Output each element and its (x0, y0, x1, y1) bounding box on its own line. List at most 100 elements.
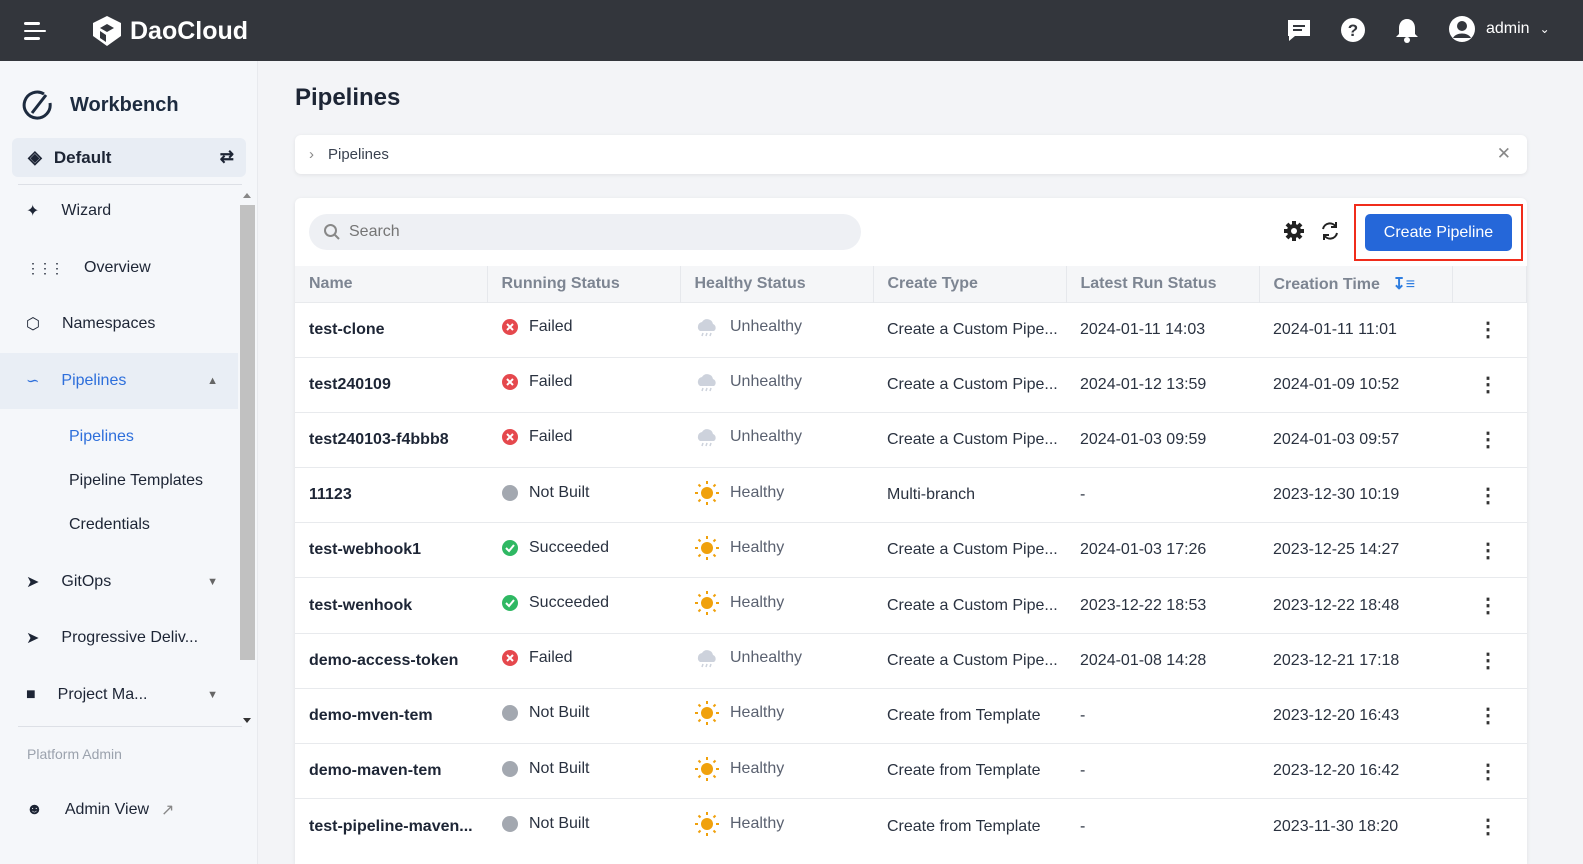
column-running-status[interactable]: Running Status (487, 266, 681, 302)
logo[interactable]: DaoCloud (90, 14, 248, 48)
table-row[interactable]: test-clone Failed Unhealthy Create a Cus… (295, 301, 1527, 358)
succeeded-icon (502, 539, 518, 556)
sidebar-subitem-pipeline-templates[interactable]: Pipeline Templates (69, 472, 204, 489)
column-create-type[interactable]: Create Type (873, 266, 1067, 302)
running-status: Not Built (487, 742, 680, 799)
more-actions-icon[interactable]: ⋮ (1452, 632, 1527, 689)
sidebar-item-admin-view[interactable]: ☻ Admin View ↗ (26, 801, 175, 819)
sidebar-scrollbar[interactable] (239, 189, 256, 727)
creation-time: 2024-01-09 10:52 (1259, 356, 1452, 413)
hamburger-menu-icon[interactable] (24, 22, 46, 45)
running-status: Succeeded (487, 577, 680, 634)
pipeline-name[interactable]: demo-maven-tem (295, 742, 487, 799)
create-type: Create a Custom Pipe... (873, 522, 1066, 578)
healthy-status: Healthy (680, 467, 873, 523)
pipeline-name[interactable]: test-wenhook (295, 577, 487, 634)
column-creation-time[interactable]: Creation Time ↧≡ (1259, 266, 1453, 302)
more-actions-icon[interactable]: ⋮ (1452, 467, 1527, 523)
pipeline-name[interactable]: demo-access-token (295, 632, 487, 689)
create-type: Create from Template (873, 687, 1066, 744)
create-type: Create a Custom Pipe... (873, 411, 1066, 468)
table-row[interactable]: test240103-f4bbb8 Failed Unhealthy Creat… (295, 411, 1527, 468)
sun-icon (695, 480, 719, 505)
creation-time: 2023-12-30 10:19 (1259, 467, 1452, 523)
sidebar-item-overview[interactable]: ⋮⋮⋮ Overview (26, 259, 151, 276)
sidebar-item-pipelines[interactable]: ∽ Pipelines ▲ (0, 353, 238, 409)
table-row[interactable]: test-webhook1 Succeeded Healthy Create a… (295, 522, 1527, 578)
external-link-icon: ↗ (161, 802, 175, 819)
sun-icon (695, 812, 719, 837)
sort-icon[interactable]: ↧≡ (1392, 275, 1416, 293)
pipeline-name[interactable]: demo-mven-tem (295, 687, 487, 744)
pipeline-name[interactable]: test240109 (295, 356, 487, 413)
pipeline-name[interactable]: test240103-f4bbb8 (295, 411, 487, 468)
healthy-status: Healthy (680, 687, 873, 744)
more-actions-icon[interactable]: ⋮ (1452, 356, 1527, 413)
divider (18, 726, 242, 727)
create-pipeline-button[interactable]: Create Pipeline (1365, 214, 1512, 251)
column-name[interactable]: Name (295, 266, 488, 302)
search-box[interactable] (309, 214, 861, 250)
sidebar-item-progressive-delivery[interactable]: ➤ Progressive Deliv... (26, 629, 199, 647)
more-actions-icon[interactable]: ⋮ (1452, 301, 1527, 358)
cube-icon: ⬡ (26, 316, 40, 333)
more-actions-icon[interactable]: ⋮ (1452, 411, 1527, 468)
admin-icon: ☻ (26, 801, 43, 818)
more-actions-icon[interactable]: ⋮ (1452, 577, 1527, 634)
sidebar-subitem-pipelines[interactable]: Pipelines (69, 428, 134, 445)
sidebar-subitem-credentials[interactable]: Credentials (69, 516, 150, 533)
message-icon[interactable] (1285, 16, 1313, 44)
latest-run-status: 2023-12-22 18:53 (1066, 577, 1259, 634)
latest-run-status: 2024-01-12 13:59 (1066, 356, 1259, 413)
create-type: Create a Custom Pipe... (873, 632, 1066, 689)
table-row[interactable]: demo-mven-tem Not Built Healthy Create f… (295, 687, 1527, 744)
sidebar-item-gitops[interactable]: ➤ GitOps ▼ (26, 573, 218, 591)
running-status: Not Built (487, 798, 680, 854)
pipeline-name[interactable]: 11123 (295, 467, 487, 523)
table-row[interactable]: test-pipeline-maven... Not Built Healthy… (295, 798, 1527, 854)
gear-icon[interactable] (1283, 220, 1305, 242)
more-actions-icon[interactable]: ⋮ (1452, 798, 1527, 854)
creation-time: 2023-12-20 16:43 (1259, 687, 1452, 744)
divider (18, 184, 242, 185)
failed-icon (502, 374, 518, 391)
page-title: Pipelines (295, 84, 401, 111)
latest-run-status: 2024-01-08 14:28 (1066, 632, 1259, 689)
workspace-selector[interactable]: ◈ Default ⇄ (12, 138, 246, 177)
table-row[interactable]: demo-maven-tem Not Built Healthy Create … (295, 742, 1527, 799)
pipeline-name[interactable]: test-pipeline-maven... (295, 798, 487, 854)
rain-cloud-icon (697, 319, 716, 337)
more-actions-icon[interactable]: ⋮ (1452, 742, 1527, 799)
sidebar-item-project-management[interactable]: ■ Project Ma... ▼ (26, 686, 218, 703)
table-row[interactable]: test-wenhook Succeeded Healthy Create a … (295, 577, 1527, 634)
switch-icon[interactable]: ⇄ (219, 147, 234, 166)
healthy-status: Healthy (680, 522, 873, 578)
sidebar-item-wizard[interactable]: ✦ Wizard (26, 202, 112, 220)
breadcrumb-item[interactable]: Pipelines (328, 146, 389, 163)
running-status: Failed (487, 301, 680, 358)
column-healthy-status[interactable]: Healthy Status (680, 266, 874, 302)
user-menu[interactable]: admin ⌄ (1448, 15, 1550, 43)
help-icon[interactable]: ? (1339, 16, 1367, 44)
pipeline-name[interactable]: test-clone (295, 301, 487, 358)
highlight-box (1354, 204, 1523, 261)
bell-icon[interactable] (1393, 16, 1421, 44)
rain-cloud-icon (697, 429, 716, 447)
pipeline-name[interactable]: test-webhook1 (295, 522, 487, 578)
workspace-icon: ◈ (28, 147, 42, 167)
not-built-icon (502, 760, 518, 777)
latest-run-status: 2024-01-11 14:03 (1066, 301, 1259, 358)
refresh-icon[interactable] (1319, 220, 1341, 242)
sidebar-item-namespaces[interactable]: ⬡ Namespaces (26, 315, 156, 333)
search-input[interactable] (349, 223, 829, 241)
table-row[interactable]: 11123 Not Built Healthy Multi-branch - 2… (295, 467, 1527, 523)
more-actions-icon[interactable]: ⋮ (1452, 687, 1527, 744)
chevron-right-icon: › (309, 146, 314, 163)
table-row[interactable]: demo-access-token Failed Unhealthy Creat… (295, 632, 1527, 689)
latest-run-status: 2024-01-03 09:59 (1066, 411, 1259, 468)
more-actions-icon[interactable]: ⋮ (1452, 522, 1527, 578)
healthy-status: Unhealthy (680, 411, 873, 468)
column-latest-run-status[interactable]: Latest Run Status (1066, 266, 1260, 302)
table-row[interactable]: test240109 Failed Unhealthy Create a Cus… (295, 356, 1527, 413)
close-icon[interactable]: ✕ (1496, 144, 1511, 163)
